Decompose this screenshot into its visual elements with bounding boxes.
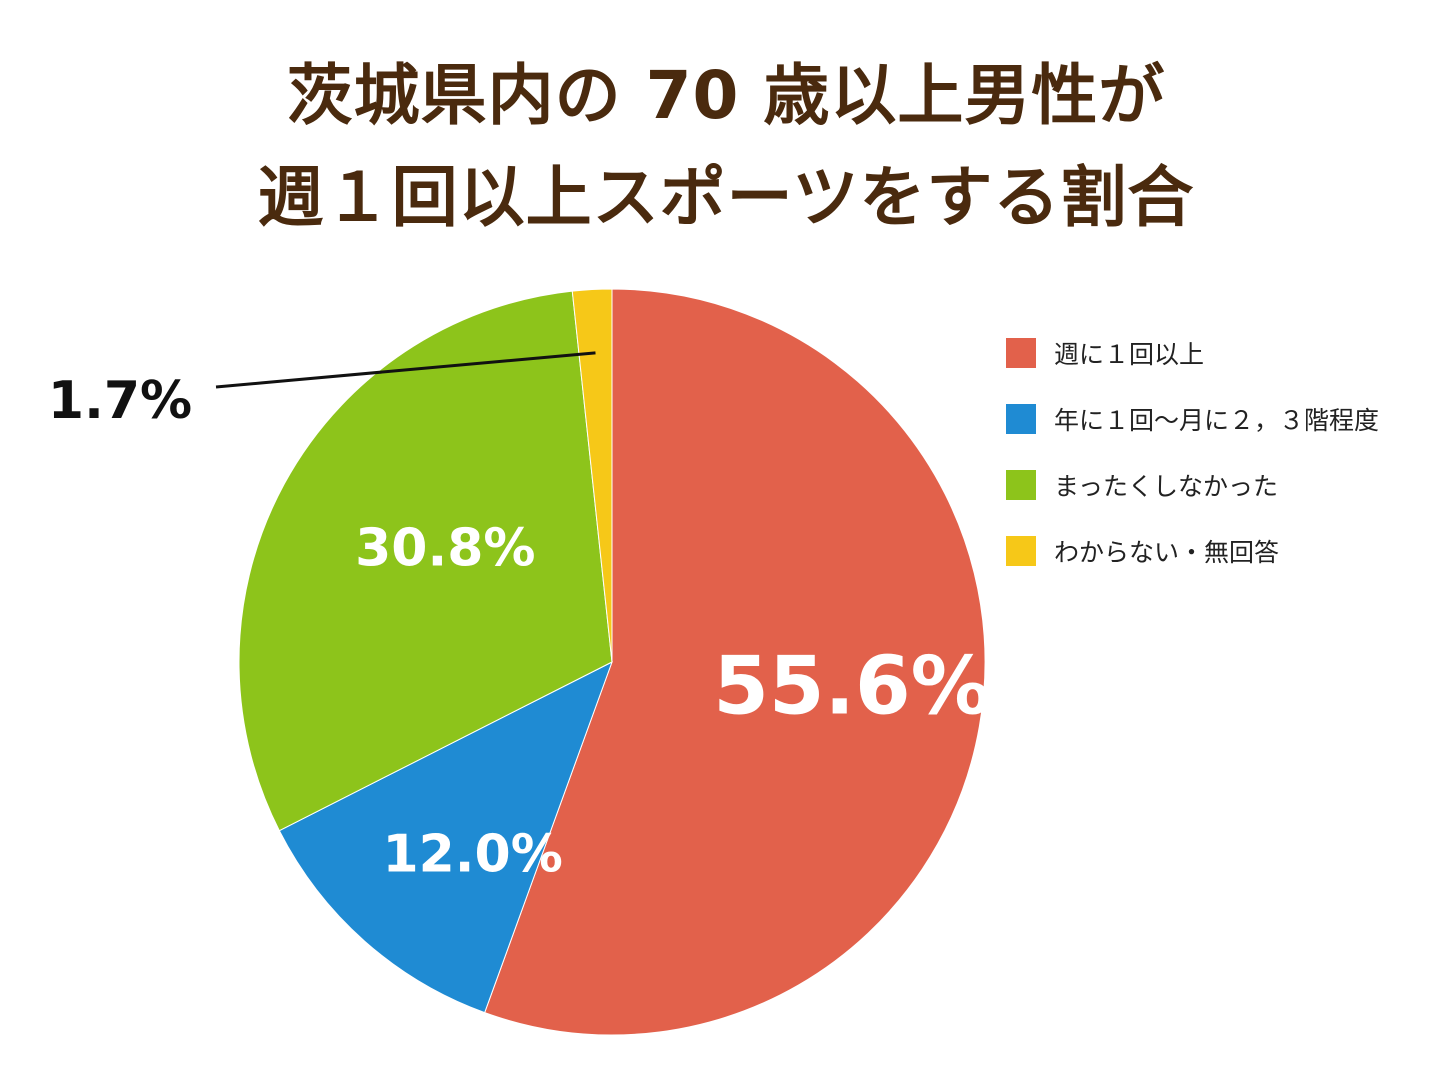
legend-label-1: 週に１回以上 <box>1054 340 1205 369</box>
legend-item-1: 週に１回以上 <box>1006 336 1379 370</box>
slice-value-label-1: 55.6% <box>713 640 991 733</box>
legend-label-2: 年に１回〜月に２，３階程度 <box>1054 406 1380 435</box>
legend-item-4: わからない・無回答 <box>1006 534 1379 568</box>
pie-slice-3 <box>238 290 613 832</box>
pie-slice-labels: 55.6% 12.0% 30.8% 1.7% <box>48 351 991 884</box>
legend-swatch-1 <box>1006 338 1036 368</box>
chart-title-line-2: 週１回以上スポーツをする割合 <box>257 159 1195 236</box>
legend-item-3: まったくしなかった <box>1006 468 1379 502</box>
legend-swatch-3 <box>1006 470 1036 500</box>
legend-swatch-2 <box>1006 404 1036 434</box>
pie-slice-2 <box>278 660 613 1014</box>
chart-title-line-1: 茨城県内の 70 歳以上男性が <box>286 57 1166 134</box>
pie-slice-1 <box>484 288 986 1036</box>
legend-label-4: わからない・無回答 <box>1054 538 1280 567</box>
pie-slices <box>238 288 986 1036</box>
legend-label-3: まったくしなかった <box>1054 472 1279 501</box>
leader-line-4 <box>215 351 596 389</box>
slice-value-label-4: 1.7% <box>48 371 192 431</box>
pie-slice-4 <box>571 288 613 663</box>
slice-value-label-2: 12.0% <box>382 824 562 884</box>
slice-value-label-3: 30.8% <box>355 518 535 578</box>
legend-item-2: 年に１回〜月に２，３階程度 <box>1006 402 1379 436</box>
legend-swatch-4 <box>1006 536 1036 566</box>
legend: 週に１回以上年に１回〜月に２，３階程度 まったくしなかった わからない・無回答 <box>1006 336 1379 600</box>
